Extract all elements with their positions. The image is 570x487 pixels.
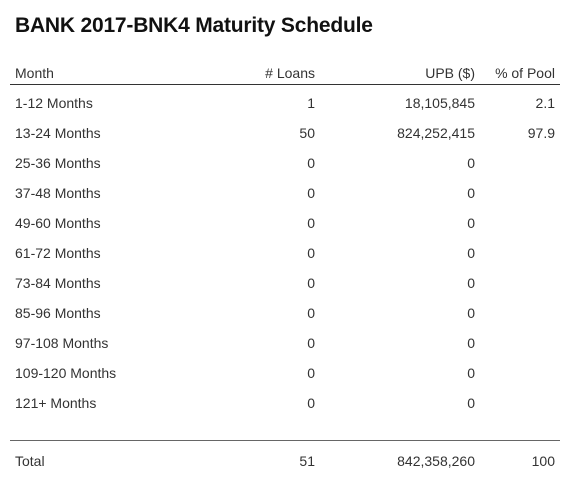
row-upb: 0	[467, 245, 475, 261]
row-upb: 824,252,415	[397, 125, 475, 141]
maturity-schedule-table: Month # Loans UPB ($) % of Pool 1-12 Mon…	[10, 62, 560, 481]
table-row: 1-12 Months 1 18,105,845 2.1	[10, 85, 560, 119]
table-row: 49-60 Months 0 0	[10, 208, 560, 238]
row-loans: 0	[307, 395, 315, 411]
row-upb: 0	[467, 215, 475, 231]
row-month: 97-108 Months	[15, 335, 109, 351]
column-header-month: Month	[10, 62, 210, 85]
row-month: 73-84 Months	[15, 275, 101, 291]
row-loans: 50	[299, 125, 315, 141]
row-upb: 0	[467, 155, 475, 171]
table-row: 121+ Months 0 0	[10, 388, 560, 418]
row-pool	[480, 268, 560, 298]
table-row: 97-108 Months 0 0	[10, 328, 560, 358]
table-row: 61-72 Months 0 0	[10, 238, 560, 268]
page-title: BANK 2017-BNK4 Maturity Schedule	[15, 14, 373, 37]
column-header-loans: # Loans	[210, 62, 320, 85]
row-pool: 97.9	[527, 125, 555, 141]
total-row: Total 51 842,358,260 100	[10, 441, 560, 482]
row-month: 13-24 Months	[15, 125, 101, 141]
total-loans: 51	[299, 453, 315, 469]
row-pool	[480, 148, 560, 178]
row-month: 37-48 Months	[15, 185, 101, 201]
table-row: 85-96 Months 0 0	[10, 298, 560, 328]
row-upb: 18,105,845	[404, 94, 475, 111]
row-pool	[480, 238, 560, 268]
column-header-upb: UPB ($)	[320, 62, 480, 85]
total-divider	[10, 418, 560, 441]
row-month: 85-96 Months	[15, 305, 101, 321]
row-upb: 0	[467, 305, 475, 321]
row-pool	[480, 178, 560, 208]
row-pool	[480, 388, 560, 418]
row-month: 121+ Months	[15, 395, 97, 411]
column-header-pool: % of Pool	[480, 62, 560, 85]
total-label: Total	[15, 453, 45, 469]
row-upb: 0	[467, 275, 475, 291]
row-loans: 0	[307, 245, 315, 261]
row-pool	[480, 358, 560, 388]
total-upb: 842,358,260	[397, 453, 475, 469]
row-pool	[480, 208, 560, 238]
row-loans: 0	[307, 305, 315, 321]
row-loans: 0	[307, 365, 315, 381]
row-pool	[480, 298, 560, 328]
row-upb: 0	[467, 335, 475, 351]
row-loans: 0	[307, 185, 315, 201]
row-loans: 0	[307, 335, 315, 351]
row-pool	[480, 328, 560, 358]
table-row: 109-120 Months 0 0	[10, 358, 560, 388]
table-row: 13-24 Months 50 824,252,415 97.9	[10, 118, 560, 148]
row-pool: 2.1	[535, 94, 555, 111]
row-loans: 0	[307, 275, 315, 291]
total-pool: 100	[531, 453, 555, 469]
row-loans: 1	[307, 94, 315, 111]
row-loans: 0	[307, 215, 315, 231]
row-upb: 0	[467, 365, 475, 381]
row-month: 109-120 Months	[15, 365, 117, 381]
table-row: 25-36 Months 0 0	[10, 148, 560, 178]
row-loans: 0	[307, 155, 315, 171]
table-row: 73-84 Months 0 0	[10, 268, 560, 298]
row-upb: 0	[467, 185, 475, 201]
row-month: 49-60 Months	[15, 215, 101, 231]
row-month: 1-12 Months	[15, 94, 93, 111]
row-month: 25-36 Months	[15, 155, 101, 171]
row-upb: 0	[467, 395, 475, 411]
row-month: 61-72 Months	[15, 245, 101, 261]
table-header-row: Month # Loans UPB ($) % of Pool	[10, 62, 560, 85]
table-row: 37-48 Months 0 0	[10, 178, 560, 208]
